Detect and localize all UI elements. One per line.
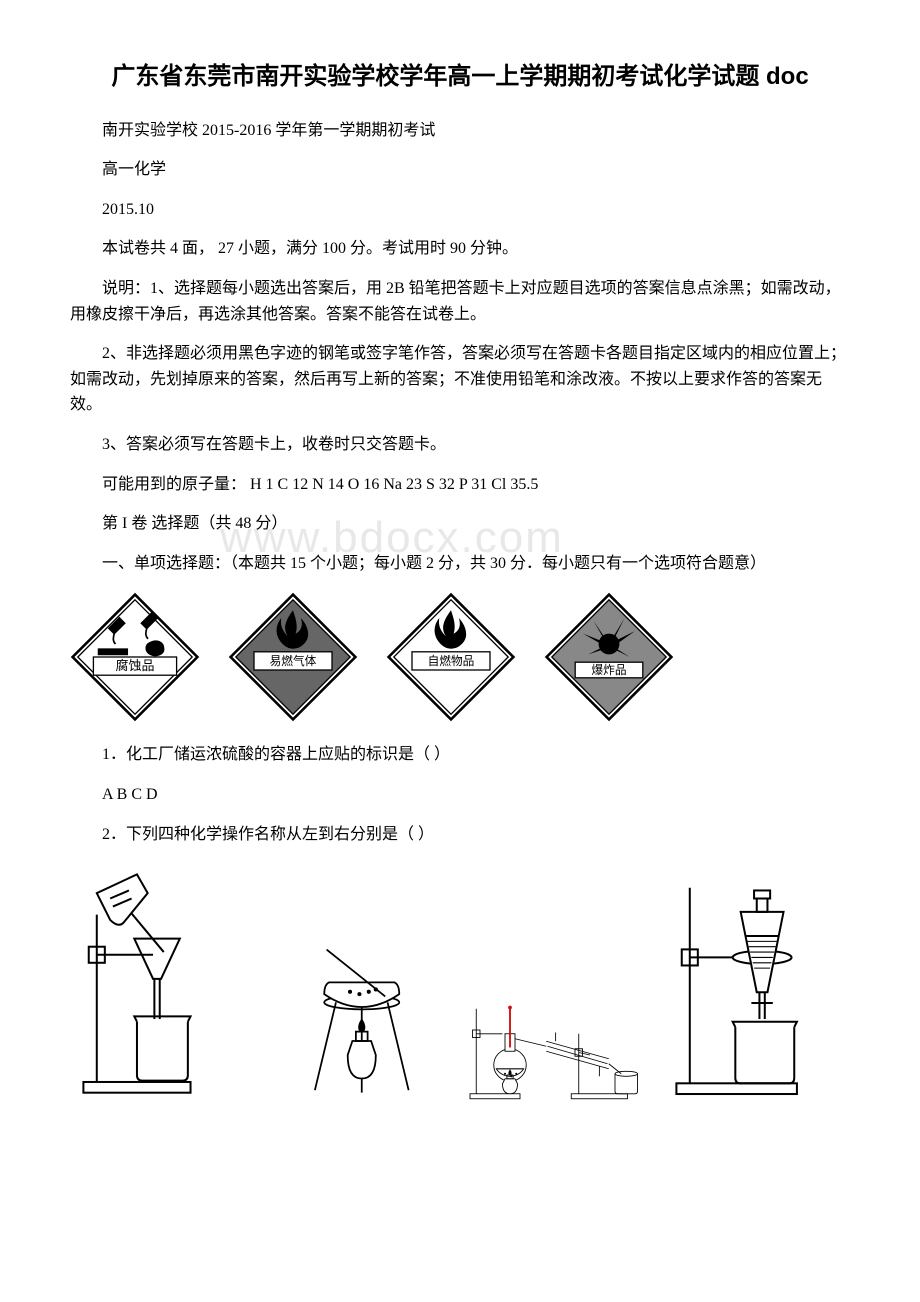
section1-header: 第 I 卷 选择题（共 48 分）	[70, 511, 850, 537]
operation-separation	[663, 861, 851, 1111]
operation-evaporation	[268, 891, 456, 1111]
page-title: 广东省东莞市南开实验学校学年高一上学期期初考试化学试题 doc	[70, 60, 850, 94]
hazard-label-d: 爆炸品	[591, 663, 626, 677]
hazard-sign-corrosive: 腐蚀品	[70, 592, 200, 722]
instruction-2: 2、非选择题必须用黑色字迹的钢笔或签字笔作答，答案必须写在答题卡各题目指定区域内…	[70, 341, 850, 418]
chem-operations-row	[70, 861, 850, 1111]
paper-info: 本试卷共 4 面， 27 小题，满分 100 分。考试用时 90 分钟。	[70, 236, 850, 262]
operation-distillation	[465, 990, 653, 1111]
section1-sub: 一、单项选择题：（本题共 15 个小题；每小题 2 分，共 30 分．每小题只有…	[70, 551, 850, 577]
instruction-1: 说明：1、选择题每小题选出答案后，用 2B 铅笔把答题卡上对应题目选项的答案信息…	[70, 276, 850, 327]
hazard-sign-spontaneous-combustible: 自燃物品	[386, 592, 516, 722]
date: 2015.10	[70, 197, 850, 223]
question-1: 1．化工厂储运浓硫酸的容器上应贴的标识是（ ）	[70, 742, 850, 768]
hazard-sign-flammable-gas: 易燃气体	[228, 592, 358, 722]
question-1-options: A B C D	[70, 782, 850, 808]
operation-filtration	[70, 861, 258, 1111]
hazard-signs-row: 腐蚀品 易燃气体 自燃物品	[70, 592, 850, 722]
school-line: 南开实验学校 2015-2016 学年第一学期期初考试	[70, 118, 850, 144]
hazard-sign-explosive: 爆炸品	[544, 592, 674, 722]
hazard-label-a: 腐蚀品	[115, 658, 154, 673]
hazard-label-c: 自燃物品	[428, 654, 475, 668]
hazard-label-b: 易燃气体	[270, 654, 317, 668]
atomic-mass: 可能用到的原子量： H 1 C 12 N 14 O 16 Na 23 S 32 …	[70, 472, 850, 498]
subject: 高一化学	[70, 157, 850, 183]
question-2: 2．下列四种化学操作名称从左到右分别是（ ）	[70, 822, 850, 848]
instruction-3: 3、答案必须写在答题卡上，收卷时只交答题卡。	[70, 432, 850, 458]
